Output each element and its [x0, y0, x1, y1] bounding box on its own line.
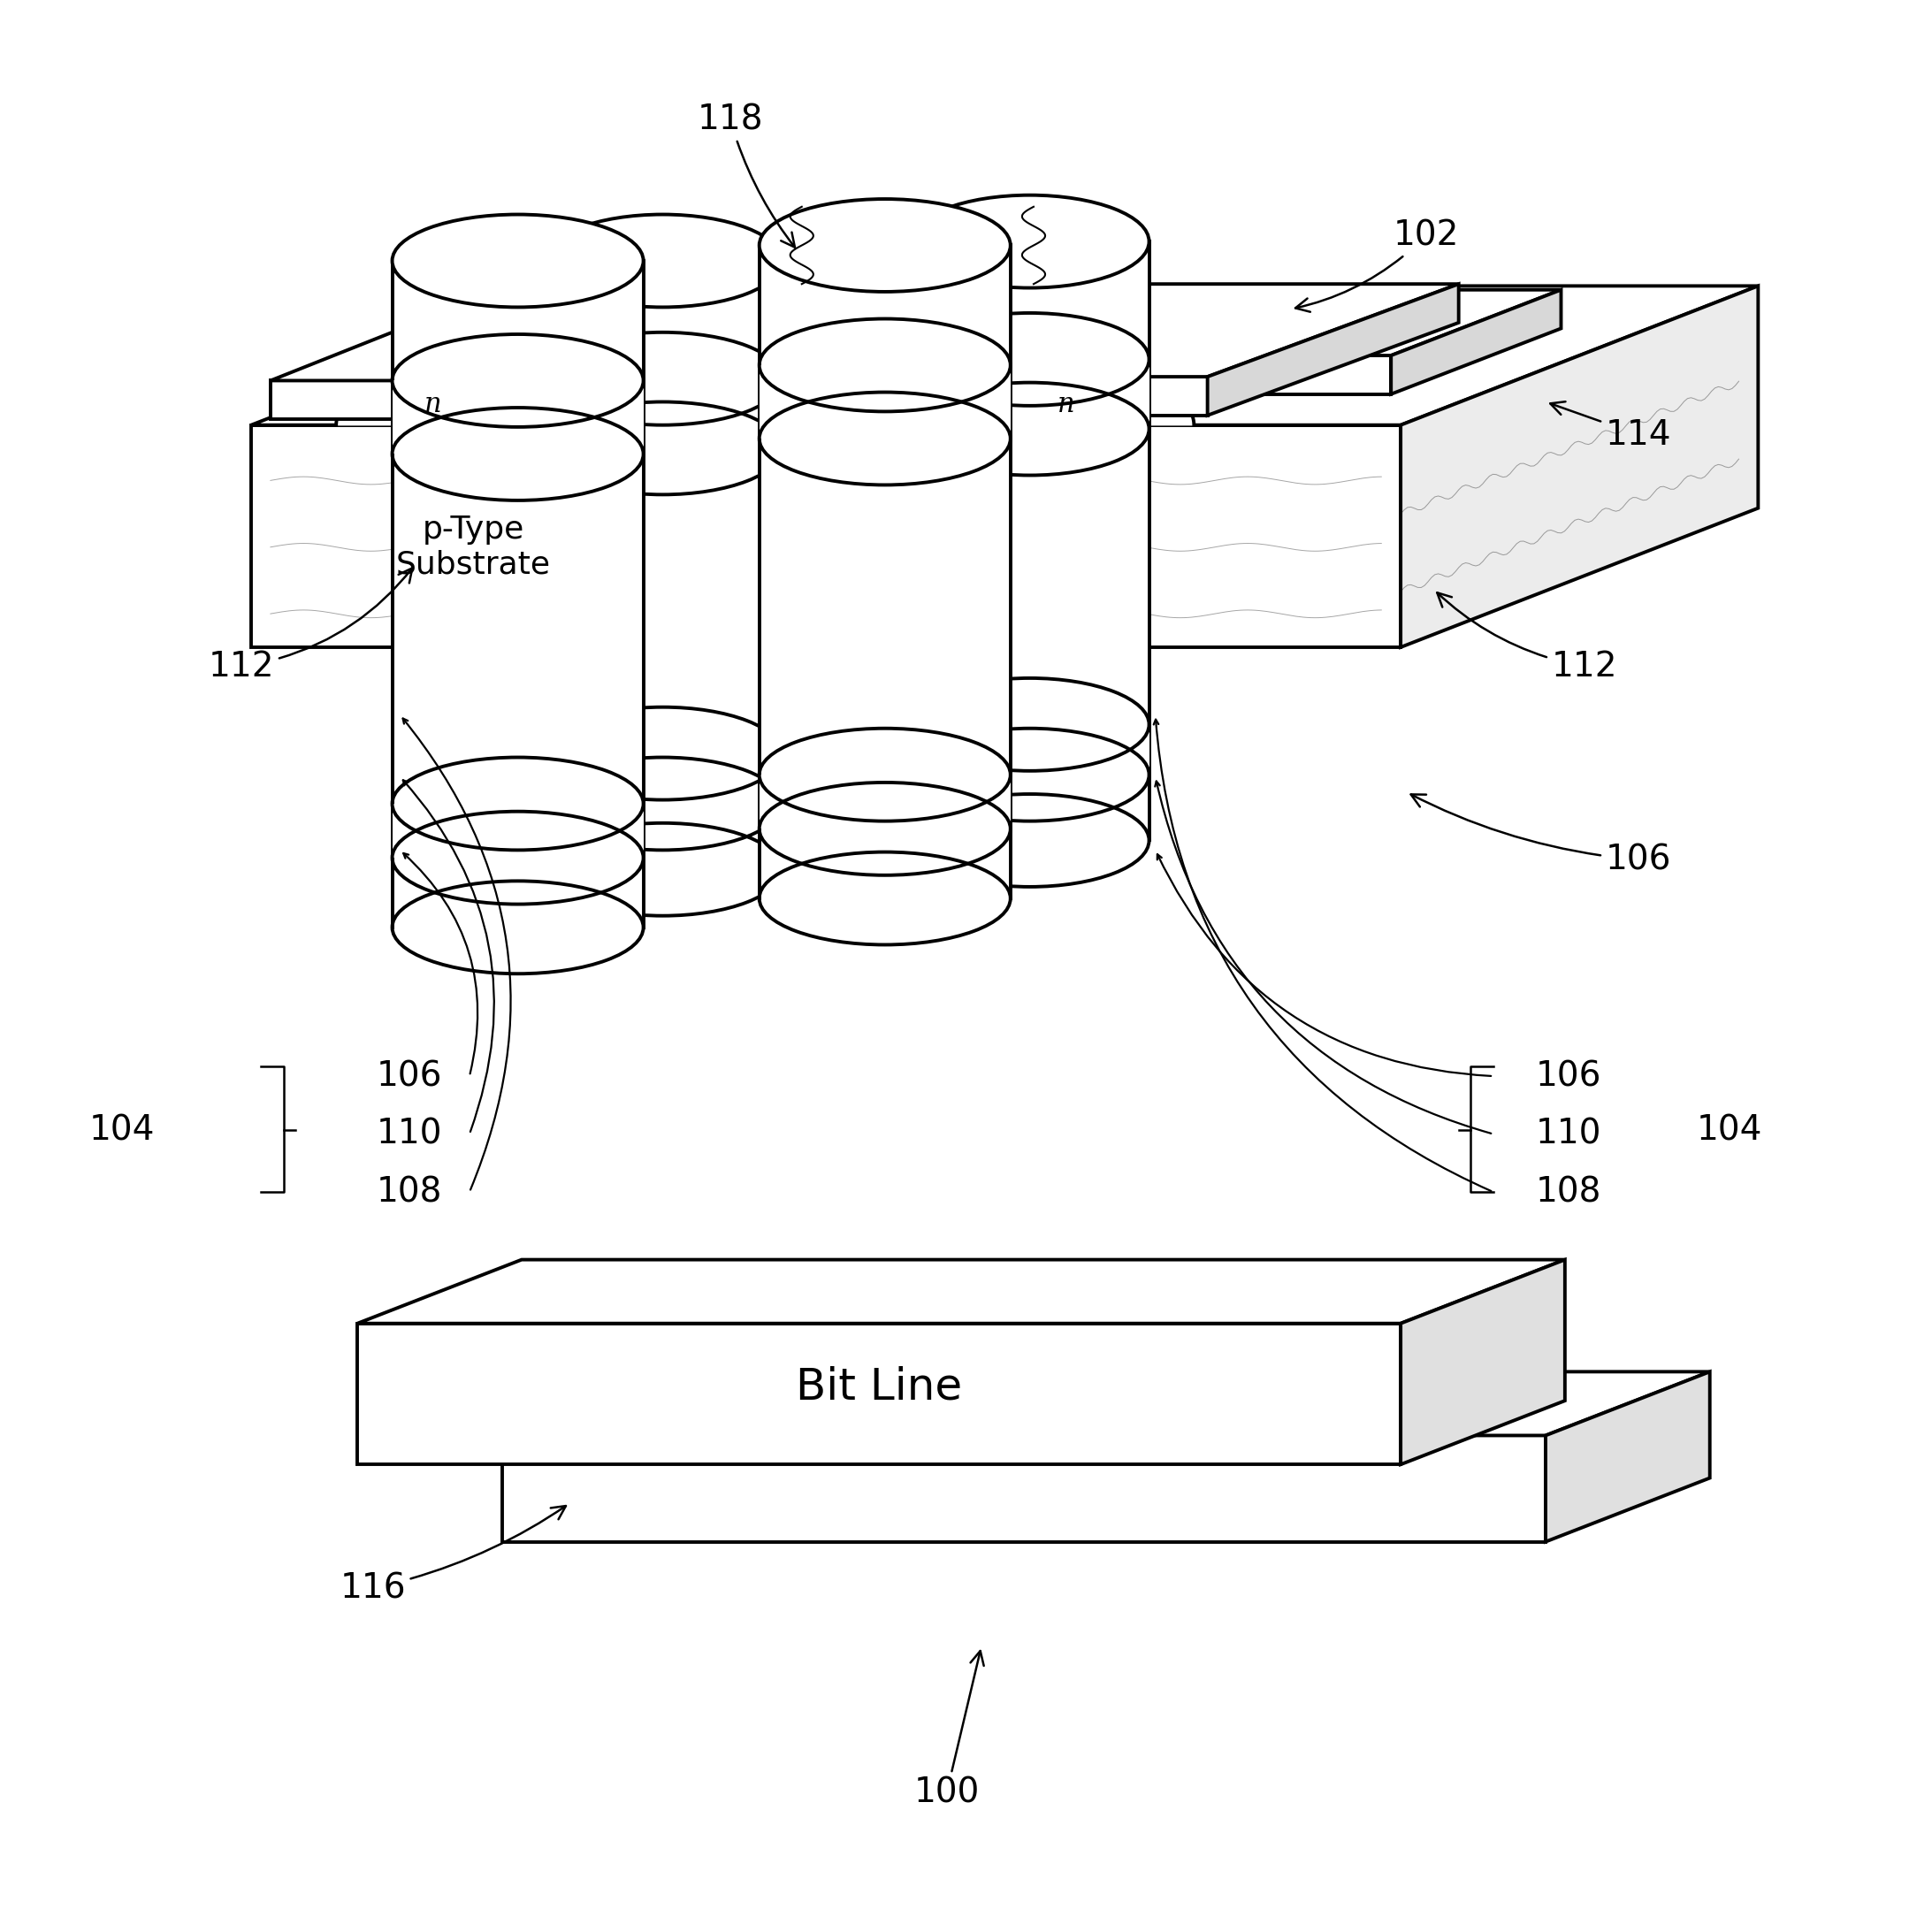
Polygon shape: [759, 775, 1010, 829]
Polygon shape: [357, 1260, 1565, 1323]
Polygon shape: [251, 286, 1758, 425]
Polygon shape: [1546, 1372, 1710, 1542]
Ellipse shape: [543, 214, 782, 307]
Text: 108: 108: [1536, 1175, 1602, 1209]
Polygon shape: [910, 359, 1150, 429]
Polygon shape: [543, 261, 782, 869]
Polygon shape: [1140, 355, 1391, 394]
Polygon shape: [1401, 286, 1758, 647]
Polygon shape: [831, 328, 962, 419]
Text: 112: 112: [1437, 593, 1617, 684]
Ellipse shape: [910, 195, 1150, 288]
Polygon shape: [1401, 1260, 1565, 1464]
Text: 106: 106: [1410, 794, 1671, 877]
Polygon shape: [543, 753, 782, 804]
Text: 112: 112: [209, 568, 412, 684]
Polygon shape: [910, 242, 1150, 840]
Text: 110: 110: [1536, 1117, 1602, 1151]
Polygon shape: [392, 381, 643, 454]
Polygon shape: [1391, 290, 1561, 394]
Text: 106: 106: [1536, 1059, 1602, 1094]
Polygon shape: [251, 425, 1401, 647]
Polygon shape: [910, 724, 1150, 775]
Polygon shape: [1208, 284, 1459, 415]
Text: 102: 102: [1294, 218, 1459, 311]
Text: 104: 104: [89, 1113, 155, 1148]
Polygon shape: [270, 381, 831, 419]
Polygon shape: [270, 328, 962, 381]
Text: n: n: [425, 390, 440, 417]
Text: 100: 100: [914, 1650, 983, 1810]
Ellipse shape: [543, 823, 782, 916]
Text: 118: 118: [697, 102, 794, 247]
Polygon shape: [1140, 290, 1561, 355]
Polygon shape: [502, 1372, 1710, 1435]
Text: 108: 108: [377, 1175, 442, 1209]
Text: p-Type
Substrate: p-Type Substrate: [396, 514, 551, 580]
Text: n: n: [808, 390, 823, 417]
Polygon shape: [759, 245, 1010, 898]
Text: 106: 106: [377, 1059, 442, 1094]
Text: 110: 110: [377, 1117, 442, 1151]
Text: 116: 116: [340, 1505, 566, 1605]
Ellipse shape: [910, 794, 1150, 887]
Ellipse shape: [759, 852, 1010, 945]
Polygon shape: [336, 371, 560, 425]
Text: n: n: [1059, 390, 1074, 417]
Ellipse shape: [392, 214, 643, 307]
Polygon shape: [392, 261, 643, 927]
Polygon shape: [719, 371, 943, 425]
Text: 104: 104: [1696, 1113, 1762, 1148]
Text: Bit Line: Bit Line: [796, 1366, 962, 1408]
Polygon shape: [392, 804, 643, 858]
Polygon shape: [759, 365, 1010, 439]
Ellipse shape: [759, 199, 1010, 292]
Text: 114: 114: [1549, 402, 1671, 452]
Polygon shape: [357, 1323, 1401, 1464]
Ellipse shape: [392, 881, 643, 974]
Polygon shape: [502, 1435, 1546, 1542]
Polygon shape: [543, 379, 782, 448]
Polygon shape: [753, 284, 1459, 377]
Polygon shape: [970, 371, 1194, 425]
Polygon shape: [753, 377, 1208, 415]
